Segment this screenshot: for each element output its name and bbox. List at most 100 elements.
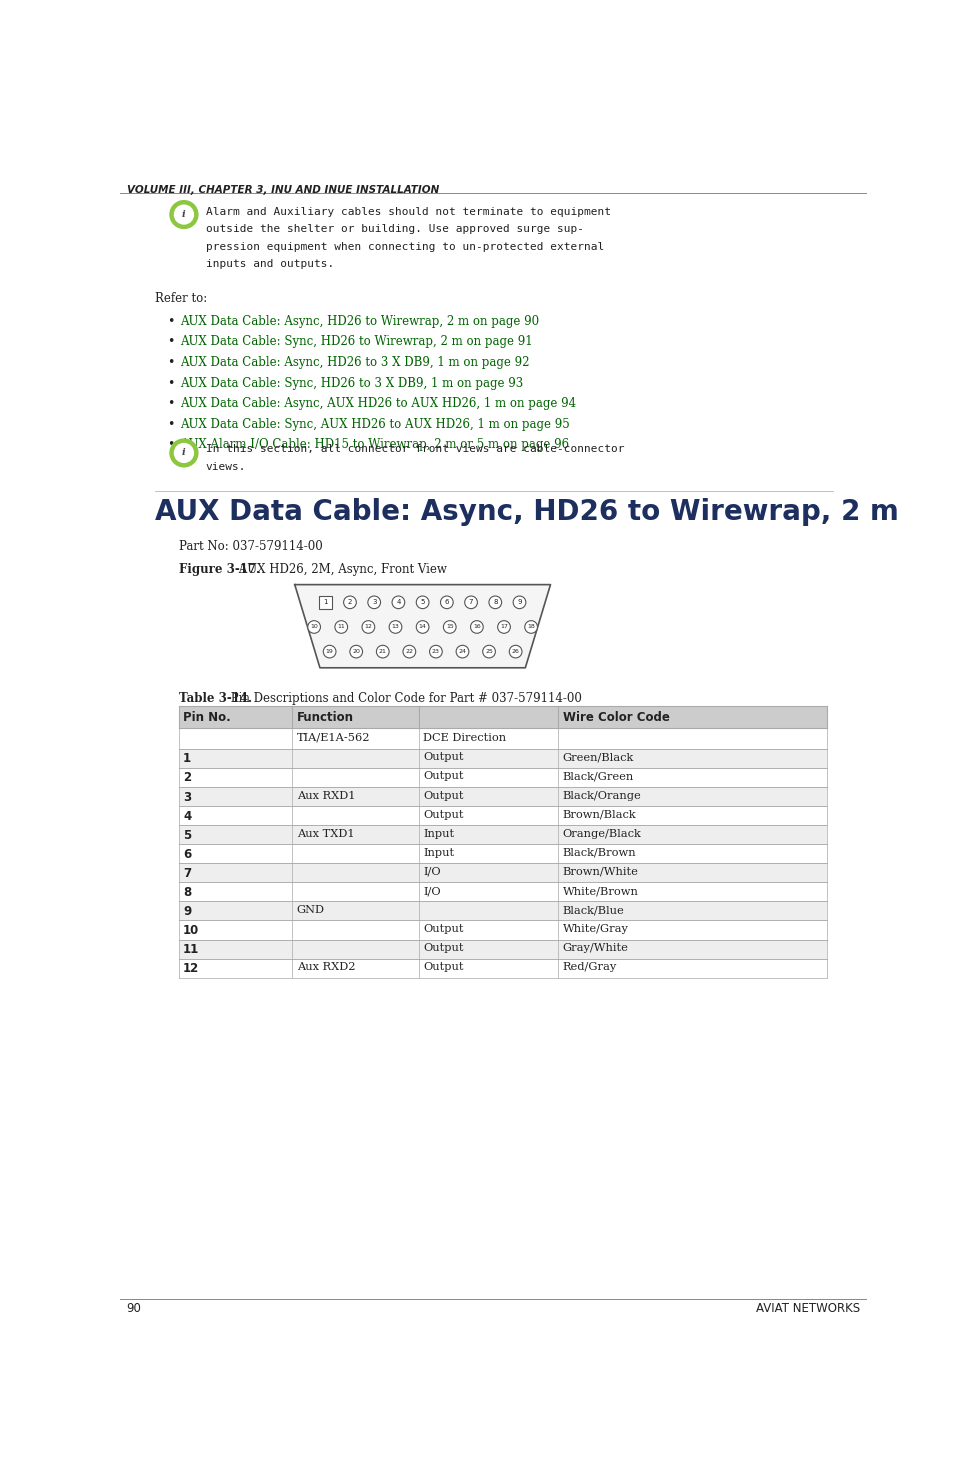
Text: 9: 9 [183,906,192,918]
FancyBboxPatch shape [178,863,827,882]
Circle shape [174,444,194,462]
Text: Green/Black: Green/Black [562,752,634,762]
Text: 19: 19 [325,650,333,654]
Text: 2: 2 [183,771,192,784]
Circle shape [344,596,356,608]
Text: 5: 5 [183,829,192,842]
Text: inputs and outputs.: inputs and outputs. [206,259,334,269]
Text: 1: 1 [324,599,328,605]
Text: 3: 3 [183,790,192,804]
Text: 6: 6 [445,599,449,605]
Text: AVIAT NETWORKS: AVIAT NETWORKS [756,1302,861,1314]
Text: i: i [182,210,186,219]
Text: 18: 18 [528,625,535,629]
Text: 16: 16 [473,625,481,629]
Text: •: • [167,315,174,327]
Text: GND: GND [297,906,325,915]
Text: AUX HD26, 2M, Async, Front View: AUX HD26, 2M, Async, Front View [235,562,447,576]
Text: Aux TXD1: Aux TXD1 [297,829,354,839]
Text: 24: 24 [458,650,466,654]
Circle shape [174,206,194,223]
Text: views.: views. [206,462,247,472]
Text: 3: 3 [372,599,377,605]
Polygon shape [295,585,551,667]
Text: •: • [167,397,174,410]
FancyBboxPatch shape [178,787,827,807]
FancyBboxPatch shape [178,959,827,978]
Circle shape [170,440,197,466]
Circle shape [456,645,469,659]
Text: 4: 4 [396,599,401,605]
FancyBboxPatch shape [178,807,827,824]
Text: 13: 13 [392,625,400,629]
Text: 22: 22 [405,650,413,654]
Circle shape [324,645,336,659]
FancyBboxPatch shape [178,901,827,921]
Text: 2: 2 [348,599,352,605]
Circle shape [498,620,510,633]
Text: Output: Output [423,924,463,934]
Text: Wire Color Code: Wire Color Code [562,710,669,724]
Text: 14: 14 [419,625,427,629]
FancyBboxPatch shape [178,882,827,901]
Circle shape [465,596,478,608]
Text: AUX Data Cable: Sync, HD26 to 3 X DB9, 1 m on page 93: AUX Data Cable: Sync, HD26 to 3 X DB9, 1… [180,376,523,389]
Circle shape [489,596,502,608]
Text: Part No: 037-579114-00: Part No: 037-579114-00 [178,540,323,554]
Bar [320,596,332,608]
Text: 11: 11 [183,943,199,956]
Text: 6: 6 [183,848,192,861]
Text: •: • [167,355,174,369]
Text: Black/Brown: Black/Brown [562,848,637,858]
Text: Pin Descriptions and Color Code for Part # 037-579114-00: Pin Descriptions and Color Code for Part… [227,693,583,706]
Text: DCE Direction: DCE Direction [423,733,507,743]
Text: 1: 1 [183,752,192,765]
Circle shape [471,620,483,633]
Circle shape [403,645,416,659]
Text: 23: 23 [432,650,440,654]
Text: Output: Output [423,790,463,801]
Text: I/O: I/O [423,867,441,878]
Text: Orange/Black: Orange/Black [562,829,641,839]
Text: Black/Orange: Black/Orange [562,790,641,801]
Text: Brown/Black: Brown/Black [562,810,637,820]
Text: 20: 20 [352,650,360,654]
Circle shape [389,620,402,633]
Circle shape [525,620,537,633]
Text: Gray/White: Gray/White [562,943,629,953]
Text: Black/Blue: Black/Blue [562,906,624,915]
Text: 15: 15 [446,625,454,629]
Text: Table 3-14.: Table 3-14. [178,693,251,706]
Circle shape [350,645,362,659]
Text: 26: 26 [511,650,520,654]
Text: I/O: I/O [423,887,441,895]
Text: i: i [182,448,186,457]
Circle shape [362,620,375,633]
Text: TIA/E1A-562: TIA/E1A-562 [297,733,370,743]
Circle shape [440,596,454,608]
Circle shape [368,596,380,608]
Text: AUX Data Cable: Async, HD26 to Wirewrap, 2 m on page 90: AUX Data Cable: Async, HD26 to Wirewrap,… [180,315,539,327]
Circle shape [513,596,526,608]
Text: 7: 7 [469,599,473,605]
Text: VOLUME III, CHAPTER 3, INU AND INUE INSTALLATION: VOLUME III, CHAPTER 3, INU AND INUE INST… [126,185,439,195]
Text: AUX Data Cable: Async, HD26 to 3 X DB9, 1 m on page 92: AUX Data Cable: Async, HD26 to 3 X DB9, … [180,355,530,369]
Text: AUX Data Cable: Sync, AUX HD26 to AUX HD26, 1 m on page 95: AUX Data Cable: Sync, AUX HD26 to AUX HD… [180,417,570,431]
Text: •: • [167,438,174,451]
Text: 12: 12 [364,625,373,629]
Text: 5: 5 [421,599,425,605]
Text: •: • [167,417,174,431]
Text: Refer to:: Refer to: [155,292,207,305]
Text: pression equipment when connecting to un-protected external: pression equipment when connecting to un… [206,241,604,252]
Text: 8: 8 [183,887,192,898]
Text: 7: 7 [183,867,192,881]
Text: 90: 90 [126,1302,142,1314]
Circle shape [509,645,522,659]
Text: Input: Input [423,848,455,858]
Text: •: • [167,336,174,348]
Text: Figure 3-17.: Figure 3-17. [178,562,260,576]
Text: Alarm and Auxiliary cables should not terminate to equipment: Alarm and Auxiliary cables should not te… [206,207,611,218]
Circle shape [416,596,429,608]
Text: 10: 10 [183,924,199,937]
Text: Pin No.: Pin No. [183,710,231,724]
